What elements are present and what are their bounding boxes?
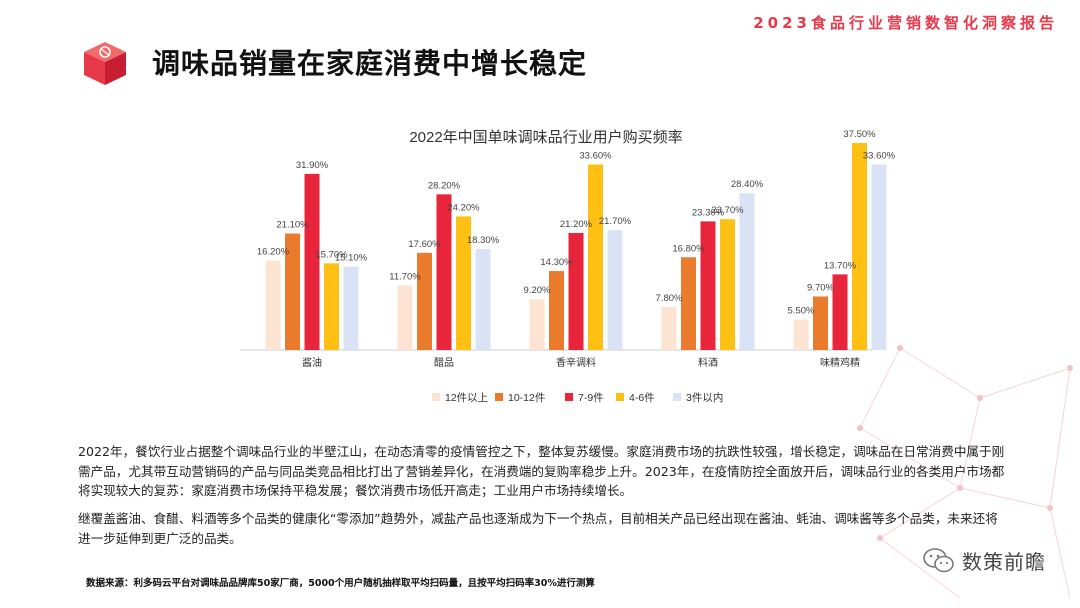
watermark: 数策前瞻 xyxy=(922,546,1046,575)
page-title: 调味品销量在家庭消费中增长稳定 xyxy=(152,47,588,80)
data-label: 18.30% xyxy=(467,235,500,246)
legend-swatch xyxy=(432,393,440,401)
bar xyxy=(739,193,755,350)
cube-logo-icon xyxy=(84,42,126,85)
bar xyxy=(813,296,828,350)
bar xyxy=(661,306,677,350)
data-label: 28.40% xyxy=(731,179,764,190)
bar xyxy=(343,266,359,350)
category-label: 香辛调料 xyxy=(556,356,596,369)
data-label: 23.30% xyxy=(692,207,725,218)
data-label: 21.20% xyxy=(560,219,593,230)
data-label: 14.30% xyxy=(540,257,573,268)
bar xyxy=(529,299,545,350)
data-label: 9.70% xyxy=(807,282,834,293)
data-label: 11.70% xyxy=(389,271,421,282)
bar xyxy=(588,164,603,350)
legend-label: 7-9件 xyxy=(578,392,604,404)
bar xyxy=(456,216,471,350)
legend-swatch xyxy=(673,393,681,401)
watermark-text: 数策前瞻 xyxy=(962,550,1046,574)
legend-swatch xyxy=(616,393,624,401)
legend-label: 12件以上 xyxy=(445,392,488,404)
bar xyxy=(720,219,735,350)
data-label: 9.20% xyxy=(524,285,551,296)
category-label: 味精鸡精 xyxy=(820,356,860,369)
data-label: 13.70% xyxy=(824,260,857,271)
data-label: 23.70% xyxy=(711,205,744,216)
body-paragraph-1: 2022年，餐饮行业占据整个调味品行业的半壁江山，在动态清零的疫情管控之下，整体… xyxy=(78,444,1005,498)
chart-title: 2022年中国单味调味品行业用户购买频率 xyxy=(409,129,682,146)
bar-chart: 2022年中国单味调味品行业用户购买频率 16.20% 21.10% 31.90% 1… xyxy=(240,129,896,404)
bar xyxy=(700,221,716,350)
bar xyxy=(436,194,452,350)
data-source-note: 数据来源：利多码云平台对调味品品牌库50家厂商，5000个用户随机抽样取平均扫码… xyxy=(86,578,595,589)
data-label: 24.20% xyxy=(447,202,480,213)
category-label: 醋品 xyxy=(434,356,454,369)
bar xyxy=(324,263,339,350)
bar xyxy=(549,271,564,350)
wechat-icon xyxy=(923,547,954,572)
data-label: 33.60% xyxy=(579,151,612,162)
category-label: 酱油 xyxy=(302,356,322,369)
category-label: 料酒 xyxy=(698,356,718,369)
data-label: 37.50% xyxy=(843,129,876,140)
data-label: 16.80% xyxy=(672,243,705,254)
legend-label: 4-6件 xyxy=(629,392,655,404)
data-label: 21.10% xyxy=(276,220,309,231)
bar xyxy=(852,143,867,350)
bar xyxy=(568,232,584,350)
bar xyxy=(397,285,413,350)
data-label: 31.90% xyxy=(296,160,329,171)
data-label: 15.10% xyxy=(335,253,368,264)
bar xyxy=(681,257,696,350)
background-network-decoration xyxy=(857,345,1073,599)
data-label: 17.60% xyxy=(408,239,441,250)
report-tag: 2023食品行业营销数智化洞察报告 xyxy=(753,14,1058,32)
bar xyxy=(793,319,809,350)
bar xyxy=(475,248,491,350)
bar xyxy=(285,233,300,350)
legend-swatch xyxy=(495,393,503,401)
legend-label: 10-12件 xyxy=(508,392,545,404)
bar xyxy=(304,173,320,350)
data-label: 21.70% xyxy=(599,216,632,227)
bar xyxy=(832,274,848,350)
bar xyxy=(265,260,281,350)
bar xyxy=(607,230,623,350)
data-label: 15.70% xyxy=(315,249,348,260)
bar xyxy=(871,164,887,350)
bar xyxy=(417,252,432,350)
data-label: 33.60% xyxy=(863,151,896,162)
legend-swatch xyxy=(565,393,573,401)
data-label: 16.20% xyxy=(257,247,290,258)
data-label: 7.80% xyxy=(656,293,683,304)
data-label: 5.50% xyxy=(788,306,815,317)
body-paragraph-2: 继覆盖酱油、食醋、料酒等多个品类的健康化“零添加”趋势外，减盐产品也逐渐成为下一… xyxy=(78,511,998,546)
data-label: 28.20% xyxy=(428,180,461,191)
legend-label: 3件以内 xyxy=(686,391,723,404)
